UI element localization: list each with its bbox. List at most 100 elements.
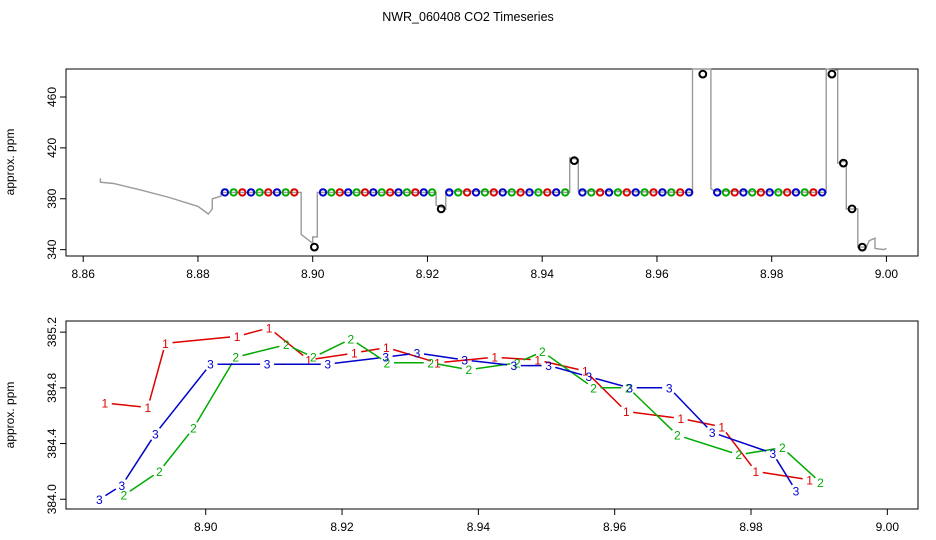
sample-marker	[229, 188, 238, 197]
series-2-segment	[292, 346, 308, 355]
calibration-marker	[827, 69, 837, 79]
series-1-point-marker: 1	[534, 354, 541, 368]
sample-marker	[765, 188, 774, 197]
series-1-segment	[361, 347, 380, 353]
top-y-tick-label: 420	[45, 138, 59, 158]
series-2-point-marker: 2	[384, 356, 391, 370]
series-3-segment	[105, 488, 117, 497]
series-2-segment	[196, 362, 233, 423]
sample-marker	[360, 188, 370, 197]
series-3-point-marker: 3	[382, 351, 389, 365]
series-1-segment	[762, 471, 803, 480]
sample-marker	[552, 188, 561, 197]
series-1-point-marker: 1	[234, 330, 241, 344]
series-1-point-marker: 1	[491, 351, 498, 365]
sample-marker	[774, 188, 783, 197]
top-y-tick-label: 340	[45, 239, 59, 259]
calibration-marker	[847, 204, 857, 214]
series-1-point-marker: 1	[718, 420, 725, 434]
top-x-tick-label: 8.88	[186, 267, 210, 281]
series-1-segment	[633, 411, 674, 419]
bottom-x-tick-label: 8.94	[467, 520, 491, 534]
sample-marker	[498, 188, 507, 197]
sample-marker	[377, 188, 386, 197]
sample-marker	[676, 188, 685, 197]
bottom-axes: 8.90 8.92 8.94 8.96 8.98 9.00 384.0 384.4 384.8 3…	[45, 317, 899, 534]
series-2-point-marker: 2	[427, 356, 434, 370]
sample-marker	[622, 188, 631, 197]
series-2-point-marker: 2	[514, 356, 521, 370]
series-3-point-marker: 3	[585, 370, 592, 384]
sample-marker	[489, 188, 498, 197]
series-3-point-marker: 3	[207, 358, 214, 372]
top-x-tick-label: 8.96	[645, 267, 669, 281]
bottom-x-tick-label: 8.90	[194, 520, 218, 534]
top-axes: 8.86 8.88 8.90 8.92 8.94 8.96 8.98 9.00 340 380 42…	[45, 87, 898, 281]
series-2-segment	[523, 353, 537, 361]
series-1-segment	[392, 348, 432, 362]
series-2-segment	[437, 363, 463, 370]
bottom-y-tick-label: 385.2	[45, 317, 59, 347]
sample-marker	[748, 188, 757, 197]
series-1-point-marker: 1	[677, 412, 684, 426]
series-2-segment	[786, 451, 816, 479]
sample-marker	[238, 188, 247, 197]
series-3-point-marker: 3	[626, 381, 633, 395]
series-1-segment	[444, 357, 488, 363]
sample-marker	[369, 188, 378, 197]
series-3-point-marker: 3	[324, 358, 331, 372]
raw-co2-trace	[99, 68, 887, 251]
sample-marker	[561, 188, 570, 197]
sample-marker	[818, 188, 827, 197]
series-1-segment	[589, 375, 622, 408]
series-3-segment	[673, 392, 708, 428]
series-3-point-marker: 3	[510, 359, 517, 373]
sample-marker	[739, 188, 748, 197]
series-2-segment	[319, 341, 345, 355]
sample-marker	[480, 188, 490, 197]
series-2-point-marker: 2	[625, 381, 632, 395]
series-3-segment	[555, 366, 583, 376]
top-x-tick-label: 8.90	[301, 267, 325, 281]
sample-marker	[246, 188, 256, 197]
series-3-point-marker: 3	[264, 358, 271, 372]
sample-marker	[578, 188, 587, 197]
sample-marker	[335, 188, 344, 197]
top-y-tick-label: 460	[45, 87, 59, 107]
series-2-segment	[745, 448, 776, 455]
series-2-segment	[242, 345, 280, 357]
series-3-segment	[159, 369, 207, 429]
sample-marker	[411, 188, 420, 197]
top-y-tick-label: 380	[45, 188, 59, 208]
sample-marker	[272, 188, 282, 197]
sample-marker	[604, 188, 614, 197]
series-2-point-marker: 2	[817, 476, 824, 490]
bottom-y-tick-label: 384.8	[45, 373, 59, 403]
sample-marker	[419, 188, 428, 197]
series-1-point-marker: 1	[102, 397, 109, 411]
series-3-point-marker: 3	[119, 479, 126, 493]
series-2-point-marker: 2	[348, 333, 355, 347]
top-x-tick-label: 8.86	[72, 267, 96, 281]
series-3-point-marker: 3	[152, 427, 159, 441]
series-2-point-marker: 2	[674, 429, 681, 443]
calibration-marker	[839, 158, 848, 168]
top-sample-markers	[220, 69, 867, 252]
sample-marker	[394, 188, 403, 197]
top-raw-trace	[99, 68, 887, 251]
series-3-point-marker: 3	[96, 493, 103, 507]
series-2-point-marker: 2	[779, 441, 786, 455]
sample-marker	[730, 188, 739, 197]
series-3: 3 3 3 3 3 3 3 3 3 3 3 3 3 3 3 3 3	[96, 347, 800, 507]
series-1-point-marker: 1	[144, 401, 151, 415]
series-1-segment	[111, 403, 141, 408]
sample-marker	[721, 188, 731, 197]
series-3-point-marker: 3	[793, 484, 800, 498]
bottom-x-tick-label: 9.00	[876, 520, 900, 534]
sample-marker	[713, 188, 722, 197]
sample-marker	[809, 188, 818, 197]
series-1-point-marker: 1	[623, 405, 630, 419]
series-2-point-marker: 2	[465, 363, 472, 377]
top-y-axis-label: approx. ppm	[3, 129, 17, 196]
